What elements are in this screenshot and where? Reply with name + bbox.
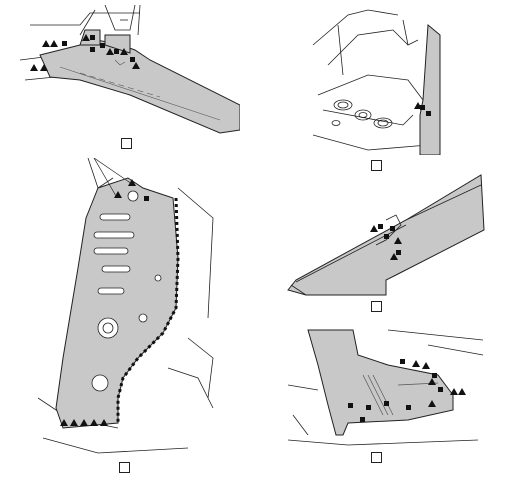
panel-5-drawing [288, 329, 484, 446]
panel-3-drawing [38, 158, 214, 454]
panel-5-lower-pillar-sill [288, 325, 488, 450]
panel-5-checkbox[interactable] [371, 452, 382, 463]
panel-1-weld-marks [30, 34, 140, 71]
panel-3-center-pillar [38, 158, 218, 458]
panel-4-weld-marks [370, 224, 402, 260]
panel-1-checkbox[interactable] [121, 138, 132, 149]
panel-3-checkbox[interactable] [119, 462, 130, 473]
panel-2-floor-sill-corner [308, 5, 478, 155]
panel-3-weld-marks [60, 179, 149, 426]
panel-1-roof-pillar-junction [20, 5, 240, 135]
panel-2-weld-marks [414, 102, 431, 116]
panel-4-checkbox[interactable] [371, 301, 382, 312]
panel-4-drawing [287, 174, 485, 296]
panel-5-weld-marks [348, 359, 466, 422]
panel-2-drawing [312, 9, 441, 155]
panel-4-rocker-rail [286, 170, 486, 300]
panel-2-checkbox[interactable] [371, 160, 382, 171]
panel-1-drawing [20, 5, 240, 134]
